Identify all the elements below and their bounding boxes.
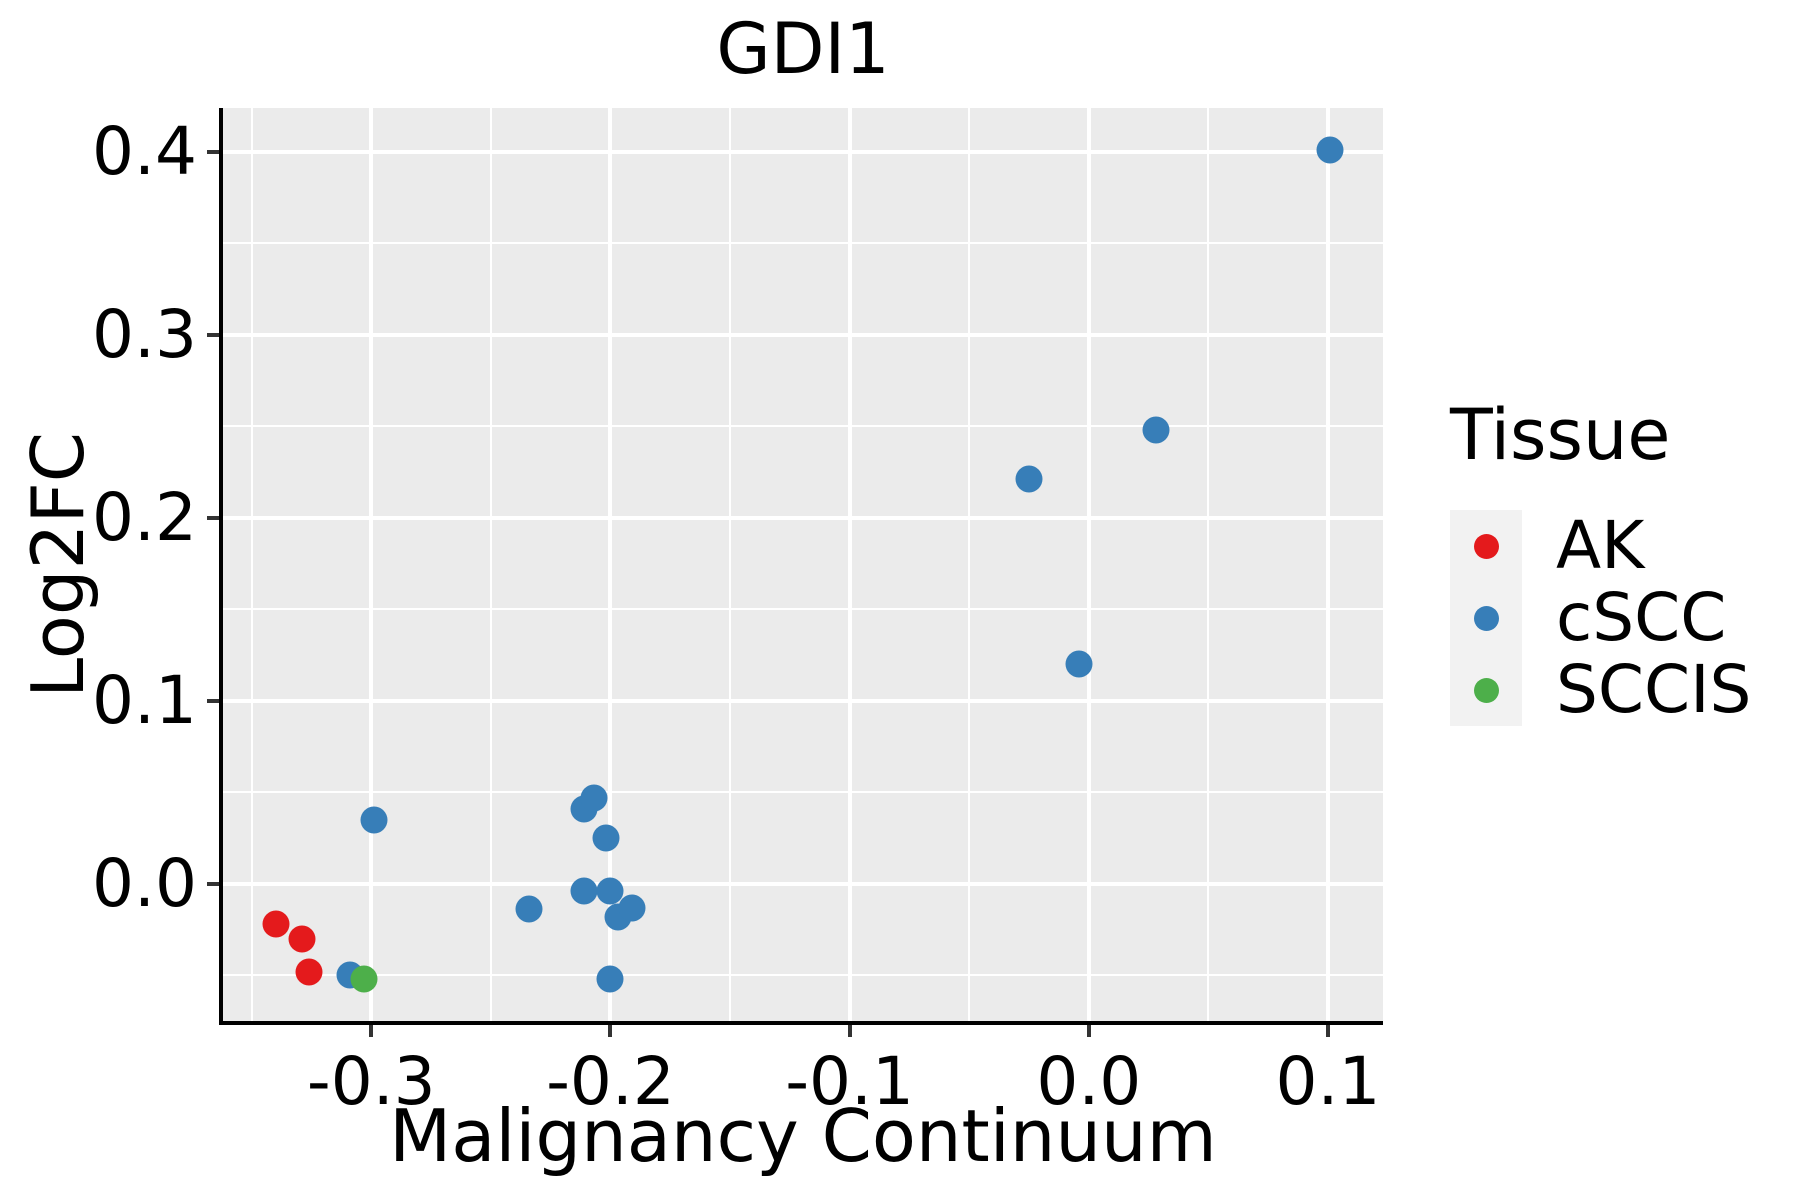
x-axis-line	[219, 1021, 1383, 1025]
legend-items: AK cSCC SCCIS	[1450, 510, 1751, 726]
y-tick-mark	[207, 515, 219, 520]
y-tick-mark	[207, 149, 219, 154]
major-gridline-y	[223, 332, 1383, 337]
major-gridline-x	[369, 108, 374, 1021]
x-tick-label: 0.0	[1036, 1043, 1142, 1120]
data-point-cscc	[618, 894, 646, 922]
minor-gridline-x	[968, 108, 971, 1021]
minor-gridline-y	[223, 791, 1383, 794]
x-tick-mark	[608, 1025, 613, 1037]
legend-dot-ak	[1473, 533, 1499, 559]
major-gridline-x	[847, 108, 852, 1021]
y-tick-label: 0.3	[92, 295, 197, 373]
major-gridline-y	[223, 881, 1383, 886]
minor-gridline-x	[729, 108, 732, 1021]
chart-title: GDI1	[716, 8, 890, 90]
legend-label: SCCIS	[1556, 651, 1752, 728]
major-gridline-y	[223, 515, 1383, 520]
y-tick-mark	[207, 332, 219, 337]
data-point-ak	[295, 958, 323, 986]
y-tick-label: 0.2	[92, 478, 197, 556]
x-axis-title: Malignancy Continuum	[389, 1094, 1217, 1178]
minor-gridline-y	[223, 242, 1383, 245]
legend-item-cscc: cSCC	[1450, 582, 1751, 654]
x-tick-mark	[1086, 1025, 1091, 1037]
legend-dot-sccis	[1473, 677, 1499, 703]
major-gridline-y	[223, 149, 1383, 154]
data-point-cscc	[1316, 136, 1344, 164]
y-tick-mark	[207, 881, 219, 886]
data-point-sccis	[350, 965, 378, 993]
legend-label: AK	[1556, 507, 1645, 584]
legend-title: Tissue	[1450, 394, 1671, 476]
y-tick-label: 0.0	[92, 844, 197, 922]
data-point-cscc	[1015, 465, 1043, 493]
major-gridline-x	[1086, 108, 1091, 1021]
x-tick-mark	[847, 1025, 852, 1037]
data-point-cscc	[580, 784, 608, 812]
x-tick-mark	[1325, 1025, 1330, 1037]
minor-gridline-x	[489, 108, 492, 1021]
data-point-cscc	[592, 824, 620, 852]
data-point-ak	[288, 925, 316, 953]
x-tick-label: -0.1	[785, 1043, 915, 1120]
data-point-cscc	[596, 965, 624, 993]
x-tick-label: -0.2	[546, 1043, 675, 1120]
minor-gridline-y	[223, 974, 1383, 977]
minor-gridline-y	[223, 608, 1383, 611]
y-axis-title: Log2FC	[16, 431, 100, 699]
legend-key	[1450, 510, 1522, 582]
legend: Tissue AK cSCC SCCIS	[1450, 400, 1751, 726]
plot-panel	[223, 108, 1383, 1021]
legend-key	[1450, 582, 1522, 654]
x-tick-mark	[369, 1025, 374, 1037]
y-tick-label: 0.4	[92, 112, 197, 190]
x-tick-label: -0.3	[306, 1043, 436, 1120]
major-gridline-x	[1325, 108, 1330, 1021]
legend-item-sccis: SCCIS	[1450, 654, 1751, 726]
major-gridline-y	[223, 698, 1383, 703]
legend-key	[1450, 654, 1522, 726]
data-point-ak	[262, 910, 290, 938]
major-gridline-x	[608, 108, 613, 1021]
minor-gridline-x	[1207, 108, 1210, 1021]
data-point-cscc	[1142, 416, 1170, 444]
legend-dot-cscc	[1473, 605, 1499, 631]
y-axis-line	[219, 108, 223, 1025]
data-point-cscc	[360, 806, 388, 834]
data-point-cscc	[570, 877, 598, 905]
minor-gridline-y	[223, 425, 1383, 428]
x-tick-label: 0.1	[1275, 1043, 1381, 1120]
legend-item-ak: AK	[1450, 510, 1751, 582]
y-tick-label: 0.1	[92, 661, 197, 739]
data-point-cscc	[1065, 650, 1093, 678]
legend-label: cSCC	[1556, 579, 1727, 656]
y-tick-mark	[207, 698, 219, 703]
minor-gridline-x	[250, 108, 253, 1021]
data-point-cscc	[515, 895, 543, 923]
